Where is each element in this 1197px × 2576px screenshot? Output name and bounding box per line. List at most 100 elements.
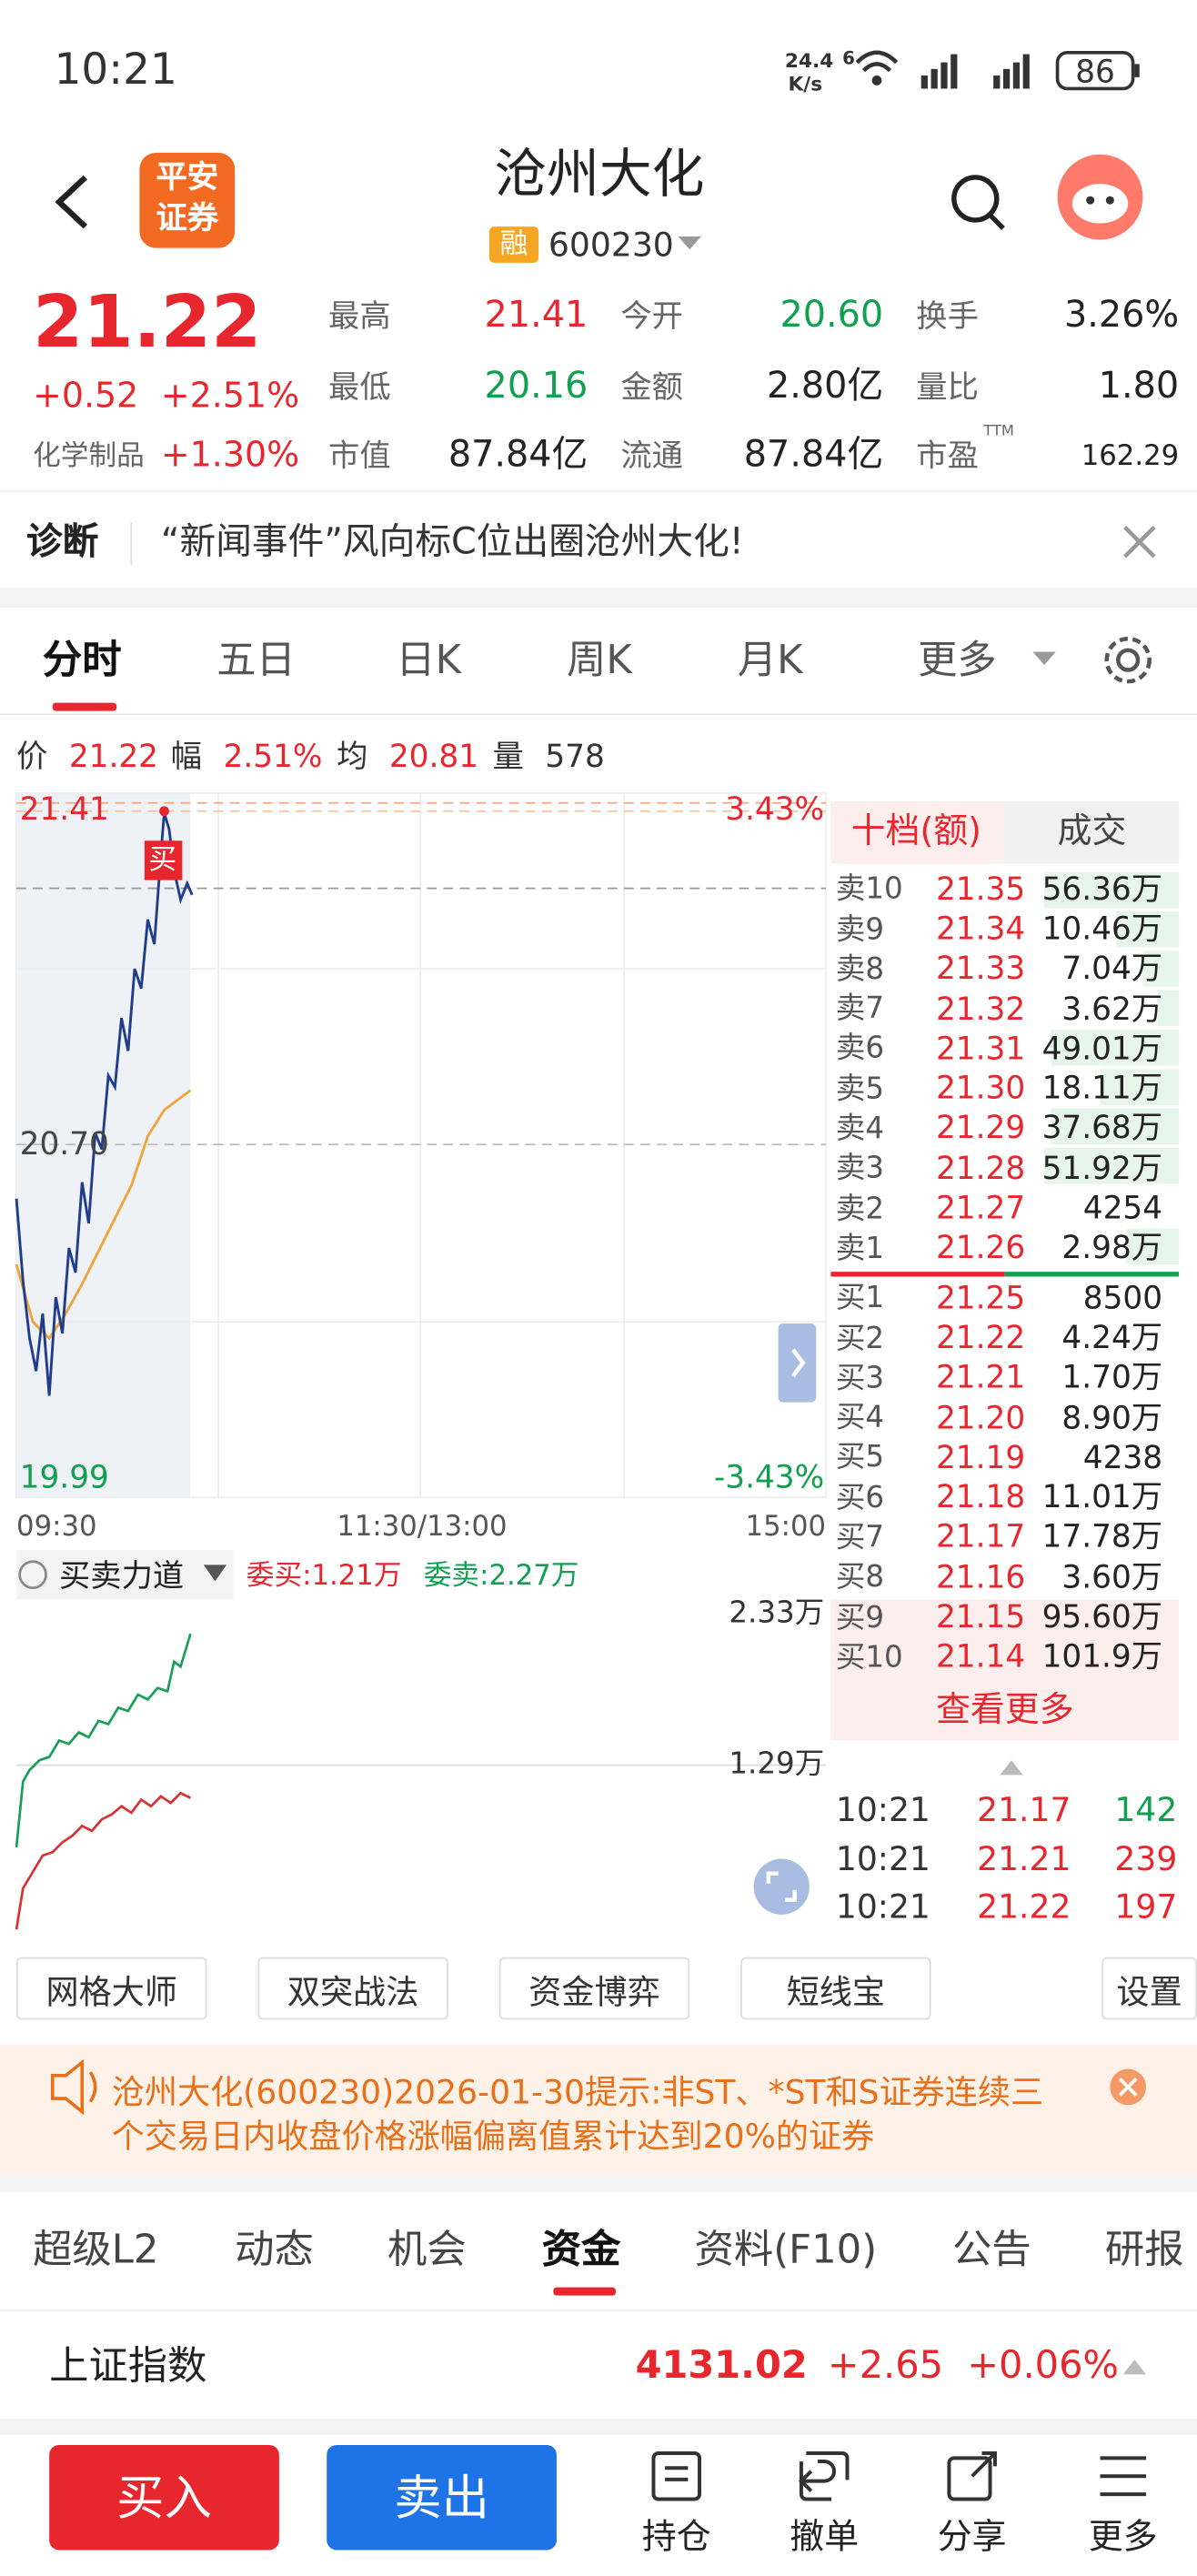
stat-label: 最高 [328, 297, 391, 335]
sector-change: +1.30% [160, 436, 300, 476]
chart-tab[interactable]: 分时 [42, 636, 122, 683]
stat-value: 162.29 [1081, 439, 1180, 473]
price-axis-low: 19.99 [19, 1459, 109, 1495]
sell-button-bg[interactable] [327, 2444, 557, 2551]
stat-value: 21.41 [484, 295, 588, 337]
indicator-name[interactable]: 买卖力道 [58, 1557, 185, 1595]
sell-button[interactable]: 卖出 [394, 2469, 489, 2525]
chart-tab[interactable]: 日K [396, 636, 462, 683]
action-item[interactable]: 更多 [1088, 2518, 1158, 2558]
info-value: 578 [545, 738, 605, 775]
action-item[interactable]: 持仓 [641, 2518, 711, 2558]
close-icon[interactable] [1122, 525, 1156, 558]
info-tab[interactable]: 资料(F10) [694, 2226, 878, 2272]
index-change-pct: +0.06% [967, 2345, 1119, 2389]
gap [0, 588, 1197, 608]
expand-icon[interactable] [1122, 2360, 1147, 2375]
book-tab[interactable]: 十档(额) [850, 811, 981, 851]
search-icon[interactable] [951, 175, 1005, 230]
settings-icon[interactable] [1104, 636, 1152, 684]
book-price: 21.35 [935, 870, 1026, 908]
info-label: 量 [492, 738, 524, 775]
trade-volume: 142 [1114, 1789, 1178, 1829]
book-label: 买2 [835, 1321, 885, 1356]
book-price: 21.32 [935, 991, 1026, 1028]
action-item[interactable]: 撤单 [790, 2518, 860, 2558]
trade-price: 21.22 [977, 1887, 1071, 1927]
ttm-mark: TTM [983, 423, 1014, 440]
book-label: 卖6 [835, 1031, 885, 1067]
badge-bg [488, 226, 539, 263]
book-label: 买4 [835, 1401, 885, 1435]
book-label: 卖2 [835, 1191, 885, 1226]
speaker-icon [50, 2058, 97, 2116]
time-label: 09:30 [16, 1510, 97, 1544]
info-tab[interactable]: 资金 [541, 2226, 621, 2272]
book-label: 卖7 [835, 991, 885, 1027]
diagnosis-text[interactable]: “新闻事件”风向标C位出圈沧州大化! [160, 521, 744, 563]
notice-close[interactable] [1110, 2068, 1147, 2106]
book-label: 卖10 [835, 871, 903, 907]
stat-value: 20.60 [780, 295, 884, 337]
tool-button[interactable]: 设置 [1101, 1957, 1197, 2020]
tool-button[interactable]: 短线宝 [740, 1957, 931, 2020]
book-volume: 17.78万 [1041, 1519, 1163, 1556]
book-price: 21.14 [935, 1639, 1026, 1675]
stat-value: 3.26% [1063, 295, 1180, 337]
price-change: +0.52 [33, 377, 139, 417]
indicator-axis: 2.33万 [729, 1595, 825, 1631]
info-label: 均 [337, 738, 368, 775]
book-volume: 95.60万 [1041, 1599, 1163, 1635]
book-volume: 3.60万 [1061, 1559, 1163, 1596]
book-volume: 4254 [1082, 1190, 1163, 1227]
stat-label: 市盈 [916, 438, 979, 474]
book-more[interactable]: 查看更多 [935, 1690, 1074, 1730]
buy-button-bg[interactable] [49, 2444, 279, 2551]
info-tab[interactable]: 研报 [1104, 2226, 1184, 2272]
logo-text: 平安 [156, 158, 219, 196]
stat-label: 金额 [620, 368, 683, 406]
chart-tab[interactable]: 更多 [918, 636, 997, 683]
book-tab[interactable]: 成交 [1057, 811, 1127, 851]
tool-button[interactable]: 双突战法 [257, 1957, 448, 2020]
info-tab[interactable]: 超级L2 [33, 2226, 159, 2272]
trade-time: 10:21 [835, 1789, 930, 1829]
sector-name: 化学制品 [33, 439, 145, 473]
avatar[interactable] [1057, 154, 1143, 240]
info-tab[interactable]: 公告 [952, 2226, 1031, 2272]
book-price: 21.22 [935, 1320, 1026, 1356]
back-icon[interactable] [55, 175, 88, 229]
last-price: 21.22 [33, 279, 262, 365]
book-volume: 49.01万 [1041, 1031, 1163, 1068]
chart-tab[interactable]: 月K [737, 636, 803, 683]
trade-price: 21.21 [977, 1837, 1071, 1878]
gap [0, 2419, 1197, 2436]
book-volume: 18.11万 [1041, 1071, 1163, 1107]
book-volume: 4.24万 [1061, 1320, 1163, 1356]
chart-tab[interactable]: 周K [567, 636, 632, 683]
indicator-ask: 委卖:2.27万 [423, 1559, 579, 1593]
action-item[interactable]: 分享 [937, 2518, 1007, 2558]
buy-button[interactable]: 买入 [116, 2469, 212, 2525]
net-speed: 24.4 [784, 48, 834, 73]
info-tab[interactable]: 机会 [387, 2226, 467, 2272]
chart-tab[interactable]: 五日 [216, 636, 296, 683]
info-tab[interactable]: 动态 [235, 2226, 314, 2272]
book-price: 21.17 [935, 1519, 1026, 1556]
stat-label: 流通 [620, 438, 683, 474]
book-label: 买9 [835, 1600, 885, 1635]
trade-volume: 239 [1114, 1837, 1178, 1878]
trade-time: 10:21 [835, 1887, 930, 1927]
book-label: 买10 [835, 1640, 903, 1675]
pct-axis-high: 3.43% [725, 790, 825, 828]
tab-underline [52, 702, 117, 711]
indicator-bid: 委买:1.21万 [246, 1559, 402, 1593]
tool-button[interactable]: 网格大师 [16, 1957, 207, 2020]
indicator-chart [15, 1550, 827, 1930]
book-price: 21.26 [935, 1230, 1026, 1267]
tool-button[interactable]: 资金博弈 [498, 1957, 690, 2020]
stat-value: 87.84亿 [743, 435, 884, 477]
stat-value: 1.80 [1098, 366, 1180, 408]
book-volume: 56.36万 [1041, 870, 1163, 908]
